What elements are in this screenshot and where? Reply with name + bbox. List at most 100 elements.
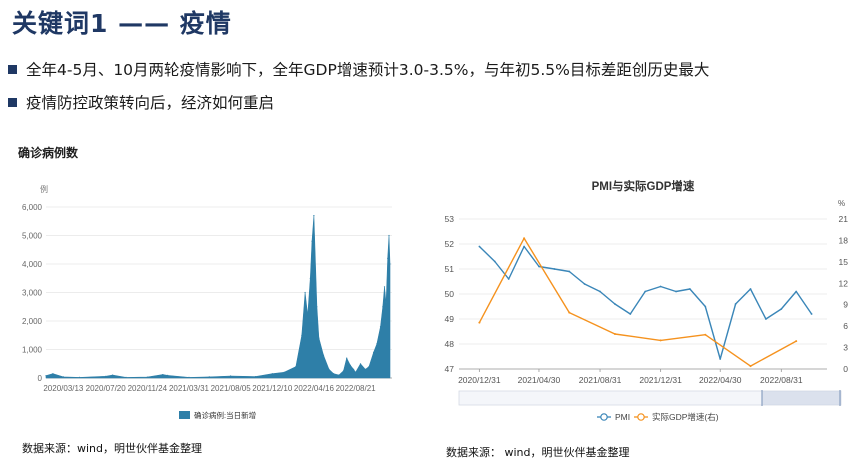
right-y-tick-label: 0 [843,364,848,374]
x-tick-label: 2022/08/21 [336,384,377,393]
legend-label-gdp: 实际GDP增速(右) [652,412,719,422]
left-y-tick-label: 50 [445,289,455,299]
y-tick-label: 3,000 [22,289,43,298]
cases-point [125,376,127,378]
pmi-point [689,288,691,290]
slide-title: 关键词1 —— 疫情 [12,9,232,38]
x-tick-label: 2022/04/16 [294,384,335,393]
x-tick-label: 2022/04/30 [699,375,742,385]
cases-point [45,375,47,377]
cases-point [188,376,190,378]
cases-point [313,215,315,217]
cases-point [208,376,210,378]
cases-point [322,354,325,356]
left-chart-subtitle: 确诊病例数 [18,146,79,160]
pmi-line [478,245,813,360]
legend-label-pmi: PMI [615,412,630,422]
y-tick-label: 5,000 [22,232,43,241]
left-y-tick-label: 51 [445,264,455,274]
cases-point [283,371,285,373]
cases-point [271,373,273,375]
pmi-point [749,288,752,290]
cases-point [301,334,303,336]
pmi-point [719,358,722,360]
y-tick-label: 2,000 [22,317,43,326]
gdp-point [659,339,662,342]
x-tick-label: 2021/04/30 [518,375,561,385]
pmi-point [478,245,481,248]
right-y-tick-label: 12 [839,278,849,288]
pmi-point [659,285,662,288]
cases-point [52,373,54,375]
pmi-point [493,260,496,263]
cases-point [230,375,232,377]
pmi-point [629,313,632,315]
cases-point [295,366,297,368]
pmi-point [644,290,647,293]
cases-point [328,368,330,370]
pmi-point [810,313,813,315]
y-tick-label: 4,000 [22,260,43,269]
x-tick-label: 2022/08/31 [760,375,803,385]
pmi-point [538,265,540,268]
bullet-2-text: 疫情防控政策转向后，经济如何重启 [26,94,275,112]
cases-point [112,374,114,376]
cases-point [255,376,257,378]
square-bullet-icon [8,98,17,107]
cases-point [62,376,64,378]
gdp-point [523,237,526,240]
cases-point [316,306,318,308]
bullet-1: 全年4-5月、10月两轮疫情影响下，全年GDP增速预计3.0-3.5%，与年初5… [8,58,709,80]
cases-point [389,263,391,265]
left-y-tick-label: 47 [445,364,455,374]
cases-point [387,257,389,259]
gdp-point [749,365,752,368]
cases-point [388,234,390,237]
cases-point [105,375,107,377]
cases-point [379,326,382,328]
x-tick-label: 2021/12/10 [252,384,293,393]
gdp-line [478,237,797,367]
x-tick-label: 2021/03/31 [169,384,210,393]
cases-point [373,351,375,353]
pmi-point [599,290,601,293]
cases-point [355,371,357,373]
cases-point [382,306,384,308]
gdp-point [478,321,481,324]
y-axis-label: 例 [40,184,48,194]
y-tick-label: 0 [38,374,43,383]
source-note-right: 数据来源： wind，明世伙伴基金整理 [446,446,630,459]
x-tick-label: 2020/03/13 [43,384,84,393]
pmi-point [553,268,556,270]
right-y-tick-label: 6 [843,321,848,331]
cases-point [167,374,169,376]
cases-point [333,373,335,375]
left-y-tick-label: 49 [445,314,455,324]
legend-swatch-cases [179,411,190,419]
source-note-left: 数据来源：wind，明世伙伴基金整理 [22,442,203,455]
cases-point [342,370,345,372]
cases-point [385,303,387,305]
cases-point [368,366,370,368]
gdp-point [795,340,798,343]
right-y-tick-label: 9 [843,300,848,310]
pmi-point [765,318,767,320]
cases-point [353,368,355,370]
right-y-tick-label: 15 [839,257,849,267]
right-axis-unit: % [838,199,845,208]
pmi-point [675,290,677,293]
legend-label-cases: 确诊病例:当日新增 [194,410,256,420]
cases-point [78,376,81,378]
gdp-point [704,333,707,336]
cases-point [307,314,309,316]
cases-point [146,376,148,378]
confirmed-cases-chart: 例 0 1,000 2,000 3,000 4,000 5,000 6,000 2020/03/… [22,184,392,420]
square-bullet-icon [8,65,17,74]
left-y-tick-label: 48 [445,339,455,349]
x-tick-label: 2021/08/05 [211,384,252,393]
gdp-point [613,333,616,335]
cases-point [162,374,164,376]
cases-point [311,240,313,242]
pmi-point [780,308,783,310]
